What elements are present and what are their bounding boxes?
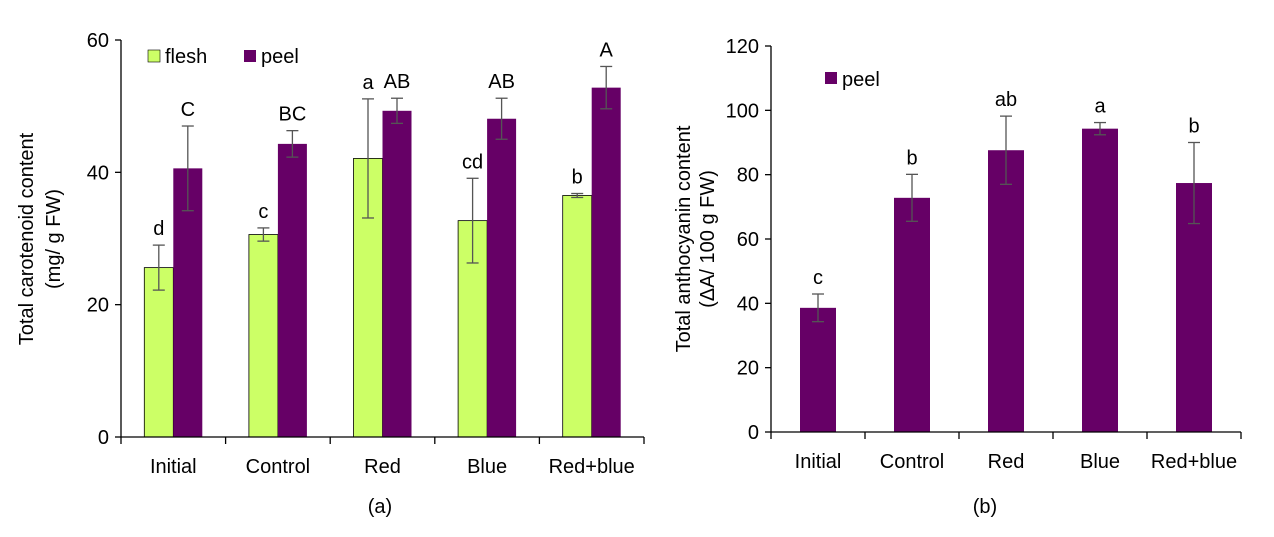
bar-peel bbox=[1082, 128, 1118, 432]
y-tick-label: 0 bbox=[98, 427, 109, 449]
significance-letter: BC bbox=[279, 104, 307, 126]
legend-peel-swatch bbox=[244, 50, 256, 62]
bar-peel bbox=[591, 87, 621, 437]
panel-a-carotenoid-chart: 0 20 40 60 Initial Control Red Blue Red+blue d c a… bbox=[16, 30, 645, 518]
significance-letter: b bbox=[572, 167, 583, 189]
significance-letter: b bbox=[1188, 116, 1199, 138]
x-tick-label: Red bbox=[364, 456, 401, 478]
panel-a-axes: 0 20 40 60 Initial Control Red Blue Red+blue bbox=[87, 30, 645, 478]
significance-letter: cd bbox=[462, 151, 483, 173]
y-tick-label: 40 bbox=[87, 162, 109, 184]
y-tick-label: 20 bbox=[87, 295, 109, 317]
bar-peel bbox=[487, 118, 517, 437]
significance-letter: ab bbox=[995, 89, 1017, 111]
bar-peel bbox=[1176, 183, 1212, 432]
x-tick-label: Blue bbox=[467, 456, 507, 478]
panel-b-ylabel-line1: Total anthocyanin content bbox=[673, 125, 695, 352]
y-tick-label: 60 bbox=[87, 30, 109, 52]
x-tick-label: Initial bbox=[150, 456, 197, 478]
significance-letter: a bbox=[362, 72, 374, 94]
panel-b-caption: (b) bbox=[973, 496, 997, 518]
legend-flesh-swatch bbox=[147, 49, 161, 63]
significance-letter: d bbox=[153, 218, 164, 240]
legend-b-peel-swatch bbox=[825, 72, 837, 84]
y-tick-label: 20 bbox=[737, 358, 759, 380]
x-tick-label: Red bbox=[988, 451, 1025, 473]
significance-letter: AB bbox=[488, 71, 515, 93]
y-tick-label: 100 bbox=[726, 100, 759, 122]
y-tick-label: 60 bbox=[737, 229, 759, 251]
y-tick-label: 80 bbox=[737, 165, 759, 187]
panel-a-labels: d c a cd b C BC AB AB A bbox=[153, 39, 613, 240]
bar-flesh bbox=[248, 234, 279, 438]
x-tick-label: Blue bbox=[1080, 451, 1120, 473]
bar-peel bbox=[988, 150, 1024, 432]
panel-b-bars bbox=[800, 115, 1212, 432]
significance-letter: C bbox=[181, 99, 195, 121]
x-tick-label: Initial bbox=[795, 451, 842, 473]
panel-a-caption: (a) bbox=[368, 496, 392, 518]
panel-b-anthocyanin-chart: 0 20 40 60 80 100 120 Initial Control Red Blue Red+… bbox=[673, 36, 1242, 518]
x-tick-label: Red+blue bbox=[1151, 451, 1237, 473]
significance-letter: AB bbox=[384, 71, 411, 93]
bar-peel bbox=[173, 168, 203, 437]
panel-b-axes: 0 20 40 60 80 100 120 Initial Control Red Blue Red+… bbox=[726, 36, 1242, 473]
panel-b-ylabel-line2: (ΔA/ 100 g FW) bbox=[697, 170, 719, 308]
panel-a-ylabel-line1: Total carotenoid content bbox=[16, 132, 38, 345]
x-tick-label: Control bbox=[246, 456, 310, 478]
y-tick-label: 40 bbox=[737, 293, 759, 315]
significance-letter: a bbox=[1094, 96, 1106, 118]
legend-peel-label: peel bbox=[261, 46, 299, 68]
significance-letter: b bbox=[906, 147, 917, 169]
significance-letter: c bbox=[258, 201, 268, 223]
bar-peel bbox=[894, 197, 930, 432]
x-tick-label: Control bbox=[880, 451, 944, 473]
legend-flesh-label: flesh bbox=[165, 46, 207, 68]
panel-a-bars bbox=[143, 65, 621, 438]
y-tick-label: 0 bbox=[748, 422, 759, 444]
y-tick-label: 120 bbox=[726, 36, 759, 58]
bar-peel bbox=[277, 143, 307, 438]
bar-flesh bbox=[143, 267, 174, 438]
legend-b-peel-label: peel bbox=[842, 69, 880, 91]
x-tick-label: Red+blue bbox=[549, 456, 635, 478]
bar-flesh bbox=[562, 195, 593, 438]
significance-letter: A bbox=[600, 39, 614, 61]
panel-a-ylabel-line2: (mg/ g FW) bbox=[43, 189, 65, 289]
significance-letter: c bbox=[813, 267, 823, 289]
bar-peel bbox=[382, 110, 412, 437]
bar-peel bbox=[800, 307, 836, 432]
